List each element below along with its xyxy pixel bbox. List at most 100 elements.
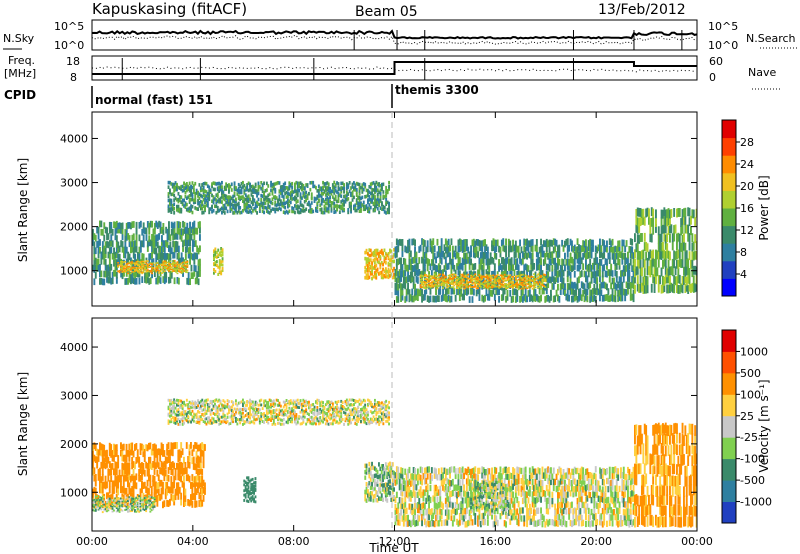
power-feature-4: [364, 248, 395, 281]
velocity-feature-3: [243, 476, 257, 504]
power-ylabel: Slant Range [km]: [16, 158, 30, 262]
cpid-segment-themis: themis 3300: [395, 83, 479, 97]
noise-sky-line: [91, 29, 698, 40]
velocity-feature-4: [364, 461, 395, 503]
xtick-label-2: 08:00: [278, 535, 310, 548]
cpid-label: CPID: [4, 88, 36, 102]
power-ytick-2: 3000: [60, 177, 88, 190]
power-colorbar-title: Power [dB]: [757, 175, 771, 240]
power-colorbar-tick-6: 4: [740, 268, 747, 281]
xtick-label-6: 00:00: [681, 535, 713, 548]
velocity-colorbar-tick-0: 1000: [740, 345, 768, 358]
power-colorbar-tick-0: 28: [740, 136, 754, 149]
power-feature-6: [419, 273, 547, 290]
velocity-colorbar-swatch-8: [722, 330, 736, 352]
velocity-colorbar-swatch-3: [722, 437, 736, 460]
xtick-label-3: 12:00: [379, 535, 411, 548]
cpid-panel: CPID normal (fast) 151 themis 3300: [4, 83, 479, 108]
power-colorbar-swatch-8: [722, 137, 736, 156]
xtick-label-0: 00:00: [76, 535, 108, 548]
nave-tick-bottom: 0: [709, 71, 716, 84]
velocity-colorbar-swatch-0: [722, 501, 736, 524]
noise-top-tick: 10^5: [54, 20, 84, 33]
power-colorbar-swatch-4: [722, 208, 736, 227]
power-ytick-0: 1000: [60, 265, 88, 278]
xtick-label-5: 20:00: [580, 535, 612, 548]
velocity-feature-5: [394, 466, 635, 528]
power-colorbar-tick-1: 24: [740, 158, 754, 171]
time-xlabel: Time UT: [368, 541, 419, 554]
power-colorbar-swatch-3: [722, 225, 736, 244]
freq-tick-top: 18: [66, 55, 80, 68]
power-colorbar-tick-5: 8: [740, 246, 747, 259]
xtick-label-1: 04:00: [177, 535, 209, 548]
noise-search-line: [91, 35, 698, 45]
velocity-colorbar-tick-2: 100: [740, 388, 761, 401]
velocity-colorbar-title: Velocity [m s⁻¹]: [757, 379, 771, 472]
power-panel: 1000 2000 3000 4000 Slant Range [km]: [16, 111, 698, 307]
nave-label: Nave: [748, 66, 776, 79]
freq-line: [92, 61, 697, 75]
power-colorbar: 28 24 20 16 12 8 4: [721, 119, 754, 297]
velocity-ytick-1: 2000: [60, 438, 88, 451]
power-colorbar-swatch-6: [722, 172, 736, 191]
velocity-ytick-0: 1000: [60, 486, 88, 499]
velocity-colorbar-tick-6: -500: [740, 474, 765, 487]
power-ytick-1: 2000: [60, 221, 88, 234]
power-feature-5: [394, 238, 635, 303]
velocity-colorbar-swatch-6: [722, 372, 736, 395]
freq-label-1: Freq.: [8, 54, 35, 67]
velocity-colorbar-swatch-1: [722, 480, 736, 502]
velocity-ytick-2: 3000: [60, 389, 88, 402]
velocity-colorbar-swatch-7: [722, 351, 736, 374]
velocity-feature-6: [470, 480, 509, 513]
velocity-panel: 1000 2000 3000 4000 00:00 04:00 08:00 12:00 16:…: [16, 112, 713, 554]
velocity-colorbar-tick-5: -100: [740, 453, 765, 466]
velocity-colorbar-swatch-4: [722, 415, 736, 438]
noise-panel: N.Sky 10^5 10^0 10^5 10^0 N.Search: [3, 19, 797, 52]
beam-title: Beam 05: [355, 4, 418, 20]
power-feature-7: [634, 207, 698, 294]
noise-left-label: N.Sky: [3, 32, 35, 45]
cpid-segment-normal: normal (fast) 151: [95, 93, 213, 107]
power-ytick-3: 4000: [60, 132, 88, 145]
velocity-feature-7: [634, 422, 698, 528]
velocity-ylabel: Slant Range [km]: [16, 372, 30, 476]
velocity-feature-0: [92, 442, 206, 509]
freq-label-2: [MHz]: [4, 67, 36, 80]
velocity-feature-2: [167, 398, 390, 426]
power-colorbar-tick-3: 16: [740, 202, 754, 215]
velocity-colorbar-swatch-2: [722, 458, 736, 481]
freq-tick-bottom: 8: [70, 71, 77, 84]
velocity-colorbar-tick-3: 25: [740, 410, 754, 423]
power-colorbar-swatch-5: [722, 190, 736, 209]
power-feature-2: [167, 180, 390, 215]
power-feature-1: [117, 260, 189, 275]
power-colorbar-tick-2: 20: [740, 180, 754, 193]
velocity-colorbar: 1000 500 100 25 -25 -100 -500 -1000: [721, 329, 772, 524]
velocity-colorbar-tick-4: -25: [740, 431, 758, 444]
velocity-colorbar-swatch-5: [722, 394, 736, 417]
power-feature-3: [213, 247, 224, 276]
station-title: Kapuskasing (fitACF): [92, 0, 247, 18]
power-colorbar-swatch-7: [722, 155, 736, 174]
noise-right-top-tick: 10^5: [708, 20, 738, 33]
power-colorbar-swatch-1: [722, 260, 736, 279]
noise-right-label: N.Search: [746, 32, 796, 45]
freq-panel: Freq. [MHz] 18 8 60 0 Nave: [4, 54, 780, 90]
noise-bottom-tick: 10^0: [54, 39, 84, 52]
power-colorbar-swatch-0: [722, 278, 736, 297]
velocity-feature-1: [92, 495, 156, 514]
velocity-ytick-3: 4000: [60, 341, 88, 354]
velocity-colorbar-tick-1: 500: [740, 367, 761, 380]
power-colorbar-swatch-2: [722, 243, 736, 262]
power-colorbar-swatch-9: [722, 120, 736, 139]
power-feature-0: [92, 220, 201, 286]
nave-tick-top: 60: [709, 55, 723, 68]
date-title: 13/Feb/2012: [598, 2, 686, 18]
xtick-label-4: 16:00: [479, 535, 511, 548]
velocity-colorbar-tick-7: -1000: [740, 496, 772, 509]
power-colorbar-tick-4: 12: [740, 224, 754, 237]
noise-right-bottom-tick: 10^0: [708, 39, 738, 52]
